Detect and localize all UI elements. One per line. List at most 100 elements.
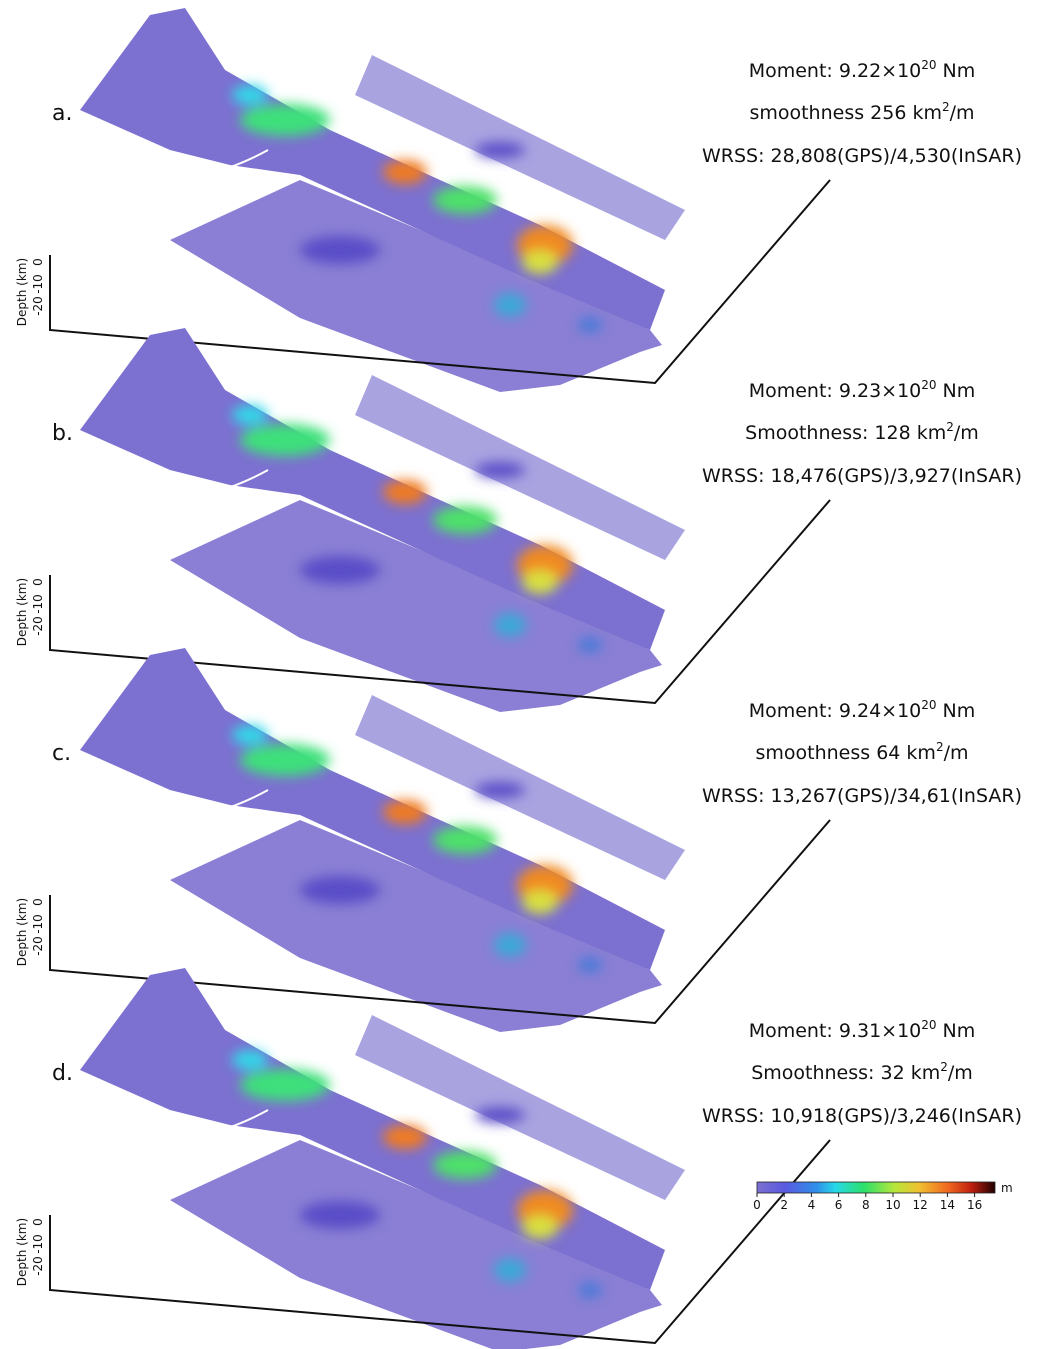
moment-text: Moment: 9.22×1020 Nm: [749, 58, 976, 82]
wrss-text: WRSS: 28,808(GPS)/4,530(InSAR): [702, 145, 1022, 167]
slip-patch: [383, 1125, 427, 1149]
colorbar: m 0 2 4 6 8 10 12 14 16: [753, 1181, 1013, 1212]
moment-unit: Nm: [943, 380, 976, 402]
slip-patch: [232, 85, 268, 105]
colorbar-unit: m: [1001, 1181, 1013, 1195]
depth-axis-title: Depth (km): [15, 1218, 29, 1286]
slip-patch: [522, 570, 558, 594]
slip-patch: [494, 1258, 526, 1282]
smoothness-text: Smoothness: 128 km2/m: [745, 420, 979, 444]
colorbar-tick-label: 8: [862, 1198, 870, 1212]
colorbar-tick-label: 14: [940, 1198, 955, 1212]
slip-patch: [300, 556, 380, 584]
slip-patch: [300, 1201, 380, 1229]
depth-tick-label: 0: [31, 1218, 45, 1226]
slip-patch: [494, 933, 526, 957]
slip-patch: [240, 1069, 330, 1101]
colorbar-tick-label: 12: [913, 1198, 928, 1212]
depth-tick-label: -20: [31, 936, 45, 956]
depth-tick-label: -10: [31, 274, 45, 294]
slip-patch: [300, 236, 380, 264]
slip-patch: [578, 1282, 602, 1298]
slip-patch: [578, 957, 602, 973]
moment-unit: Nm: [943, 60, 976, 82]
depth-axis-title: Depth (km): [15, 898, 29, 966]
moment-exponent: 20: [921, 1018, 936, 1032]
slip-patch: [433, 1151, 497, 1179]
slip-patch: [522, 890, 558, 914]
slip-patch: [433, 186, 497, 214]
colorbar-tick-label: 16: [967, 1198, 982, 1212]
colorbar-tick-label: 4: [808, 1198, 816, 1212]
slip-patch: [494, 613, 526, 637]
moment-base: Moment: 9.24×10: [749, 700, 922, 722]
slip-patch: [383, 800, 427, 824]
slip-patch: [240, 744, 330, 776]
moment-unit: Nm: [943, 700, 976, 722]
depth-tick-label: 0: [31, 578, 45, 586]
slip-patch: [475, 782, 525, 798]
slip-patch: [475, 462, 525, 478]
wrss-text: WRSS: 10,918(GPS)/3,246(InSAR): [702, 1105, 1022, 1127]
depth-axis-title: Depth (km): [15, 578, 29, 646]
slip-patch: [383, 160, 427, 184]
moment-text: Moment: 9.23×1020Nm: [749, 378, 976, 402]
colorbar-tick-label: 0: [753, 1198, 761, 1212]
depth-tick-label: -20: [31, 616, 45, 636]
smoothness-exponent: 2: [936, 740, 944, 754]
depth-axis-title: Depth (km): [15, 258, 29, 326]
depth-tick-label: -20: [31, 296, 45, 316]
colorbar-tick-label: 2: [780, 1198, 788, 1212]
moment-text: Moment: 9.31×1020 Nm: [749, 1018, 976, 1042]
slip-patch: [494, 293, 526, 317]
slip-patch: [522, 250, 558, 274]
smoothness-base: Smoothness: 128 km: [745, 422, 946, 444]
wrss-text: WRSS: 18,476(GPS)/3,927(InSAR): [702, 465, 1022, 487]
moment-exponent: 20: [921, 698, 936, 712]
slip-patch: [433, 826, 497, 854]
smoothness-base: Smoothness: 32 km: [751, 1062, 940, 1084]
slip-patch: [522, 1215, 558, 1239]
depth-tick-label: -20: [31, 1256, 45, 1276]
slip-patch: [433, 506, 497, 534]
smoothness-text: smoothness 256 km2/m: [749, 100, 974, 124]
slip-patch: [578, 317, 602, 333]
colorbar-tick-label: 6: [835, 1198, 843, 1212]
smoothness-unit: /m: [950, 102, 975, 124]
slip-patch: [240, 424, 330, 456]
moment-base: Moment: 9.22×10: [749, 60, 922, 82]
colorbar-ramp: [757, 1182, 995, 1193]
panel-label: a.: [52, 101, 72, 126]
slip-patch: [383, 480, 427, 504]
depth-tick-label: 0: [31, 898, 45, 906]
moment-exponent: 20: [921, 58, 936, 72]
depth-tick-label: 0: [31, 258, 45, 266]
depth-tick-label: -10: [31, 914, 45, 934]
slip-patch: [300, 876, 380, 904]
moment-base: Moment: 9.31×10: [749, 1020, 922, 1042]
depth-tick-label: -10: [31, 1234, 45, 1254]
figure: a.Depth (km)0-10-20Moment: 9.22×1020Nmsm…: [0, 0, 1062, 1349]
panel-label: b.: [52, 421, 73, 446]
slip-patch: [240, 104, 330, 136]
moment-base: Moment: 9.23×10: [749, 380, 922, 402]
moment-unit: Nm: [943, 1020, 976, 1042]
smoothness-exponent: 2: [940, 1060, 948, 1074]
panel-label: d.: [52, 1061, 73, 1086]
colorbar-tick-label: 10: [885, 1198, 900, 1212]
panel-label: c.: [52, 741, 71, 766]
slip-patch: [232, 405, 268, 425]
smoothness-unit: /m: [944, 742, 969, 764]
smoothness-text: smoothness 64 km2/m: [755, 740, 968, 764]
smoothness-exponent: 2: [942, 100, 950, 114]
smoothness-unit: /m: [954, 422, 979, 444]
smoothness-text: Smoothness: 32 km2/m: [751, 1060, 973, 1084]
moment-text: Moment: 9.24×1020 Nm: [749, 698, 976, 722]
wrss-text: WRSS: 13,267(GPS)/34,61(InSAR): [702, 785, 1022, 807]
smoothness-base: smoothness 256 km: [749, 102, 942, 124]
smoothness-exponent: 2: [946, 420, 954, 434]
smoothness-base: smoothness 64 km: [755, 742, 935, 764]
slip-patch: [232, 1050, 268, 1070]
slip-patch: [475, 142, 525, 158]
